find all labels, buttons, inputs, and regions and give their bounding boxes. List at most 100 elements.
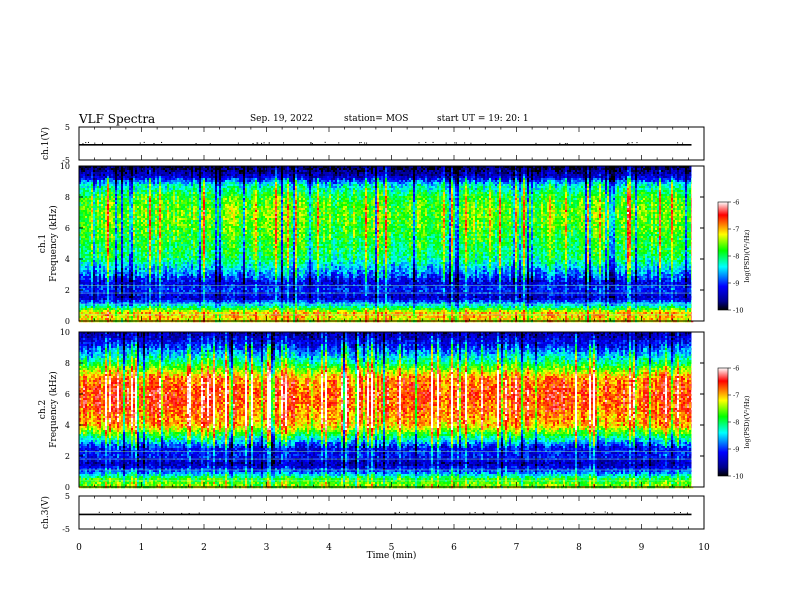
ch1-voltage-ylabel: ch.1(V): [40, 127, 51, 160]
ch2-spectrogram-colorbar-tick-label: -8: [733, 419, 739, 427]
ch3-voltage-trace-speck: [562, 513, 563, 514]
ch3-voltage-xtick-label: 2: [201, 543, 207, 553]
ch3-voltage-trace-speck: [276, 512, 277, 513]
ch1-voltage-trace-speck: [82, 143, 83, 144]
ch1-voltage-trace-speck: [311, 142, 312, 143]
ch1-voltage-ytick-label: 5: [65, 123, 70, 132]
ch1-voltage-trace-speck: [446, 143, 447, 144]
ch3-voltage-trace-speck: [535, 512, 536, 513]
ch1-spectrogram-ylabel-channel: ch.1: [38, 234, 48, 253]
ch1-voltage-trace-speck: [261, 143, 262, 144]
ch3-voltage-xtick-label: 10: [698, 543, 710, 553]
ch1-voltage-trace-speck: [628, 143, 629, 144]
ch1-voltage-trace-speck: [583, 143, 584, 144]
ch3-voltage-trace-speck: [326, 513, 327, 514]
ch1-voltage-trace-speck: [361, 142, 362, 143]
ch1-spectrogram-nodata: [692, 166, 705, 321]
ch2-spectrogram-nodata: [692, 332, 705, 487]
ch3-voltage-xtick-label: 8: [576, 543, 582, 553]
ch1-voltage-trace-speck: [85, 142, 86, 143]
vlf-spectra-figure: 5-5ch.1(V)0246810ch.1 Frequency (kHz)-6-7…: [0, 0, 792, 612]
ch1-spectrogram-ytick-label: 10: [60, 162, 70, 171]
ch1-voltage-trace-speck: [682, 143, 683, 144]
ch1-voltage-trace-speck: [312, 143, 313, 144]
ch3-voltage-trace-speck: [654, 512, 655, 513]
ch1-voltage-trace-speck: [140, 143, 141, 144]
ch3-voltage-trace-speck: [395, 513, 396, 514]
ch3-voltage-trace-speck: [444, 512, 445, 513]
ch3-voltage-xtick-label: 7: [514, 543, 520, 553]
ch1-spectrogram-ytick-label: 4: [65, 255, 70, 264]
x-axis-label: Time (min): [367, 550, 417, 561]
ch1-voltage-trace-speck: [94, 143, 95, 144]
ch1-voltage-trace-speck: [253, 143, 254, 144]
ch1-spectrogram-ytick-label: 0: [65, 317, 70, 326]
ch3-voltage-trace-speck: [399, 512, 400, 513]
ch3-voltage-trace-speck: [322, 513, 323, 514]
ch1-spectrogram-colorbar-label: log(PSD)(V²/Hz): [743, 229, 751, 282]
ch2-spectrogram-image: [79, 332, 693, 488]
ch1-spectrogram-colorbar-tick-label: -8: [733, 253, 739, 261]
ch1-voltage-trace-speck: [433, 142, 434, 143]
ch1-spectrogram-image: [79, 166, 693, 322]
ch2-spectrogram-colorbar-tick-label: -9: [733, 446, 739, 454]
ch3-voltage-xtick-label: 0: [76, 543, 82, 553]
ch1-voltage-trace-speck: [485, 143, 486, 144]
ch3-voltage-xtick-label: 3: [264, 543, 270, 553]
ch3-voltage-trace-speck: [199, 513, 200, 514]
ch1-voltage-trace-speck: [425, 142, 426, 143]
ch1-voltage-trace-speck: [636, 142, 637, 143]
ch1-spectrogram-ylabel-frequency: Frequency (kHz): [48, 205, 59, 282]
ch1-spectrogram-colorbar: [718, 202, 728, 310]
ch1-voltage-trace-speck: [102, 143, 103, 144]
ch3-voltage-ytick-label: -5: [62, 525, 70, 534]
ch3-voltage-trace-speck: [148, 512, 149, 513]
ch1-voltage-trace-speck: [144, 142, 145, 143]
ch1-spectrogram-colorbar-tick-label: -10: [733, 307, 743, 315]
ch3-voltage-trace-speck: [156, 512, 157, 513]
ch2-spectrogram-colorbar-tick-label: -6: [733, 365, 739, 373]
ch3-voltage-ytick-label: 5: [65, 492, 70, 501]
ch1-voltage-trace-speck: [161, 142, 162, 143]
ch1-voltage-trace-speck: [153, 143, 154, 144]
ch3-voltage-trace-speck: [299, 512, 300, 513]
ch3-voltage-trace-speck: [181, 513, 182, 514]
ch3-voltage-trace-speck: [545, 512, 546, 513]
ch1-voltage-trace-speck: [456, 142, 457, 143]
ch1-voltage-trace-speck: [366, 143, 367, 144]
ch3-voltage-trace-speck: [346, 512, 347, 513]
ch3-voltage-trace-speck: [551, 512, 552, 513]
ch1-voltage-trace-speck: [470, 143, 471, 144]
ch3-voltage-trace-speck: [264, 512, 265, 513]
ch1-voltage-trace-speck: [565, 143, 566, 144]
ch1-voltage-trace-speck: [256, 142, 257, 143]
ch2-spectrogram-ytick-label: 0: [65, 483, 70, 492]
ch3-voltage-trace-speck: [531, 513, 532, 514]
ch1-voltage-trace-speck: [418, 142, 419, 143]
ch3-voltage-trace-speck: [189, 513, 190, 514]
ch2-spectrogram-colorbar-label: log(PSD)(V²/Hz): [743, 395, 751, 448]
ch3-voltage-trace-speck: [674, 512, 675, 513]
ch1-voltage-trace-speck: [593, 142, 594, 143]
ch1-voltage-trace-speck: [567, 143, 568, 144]
ch1-voltage-trace-speck: [325, 142, 326, 143]
ch3-voltage-xtick-label: 1: [139, 543, 145, 553]
ch1-voltage-trace-speck: [627, 143, 628, 144]
ch1-voltage-trace-speck: [364, 143, 365, 144]
ch3-voltage-trace-speck: [120, 512, 121, 513]
ch1-voltage-trace-speck: [338, 142, 339, 143]
ch3-voltage-xtick-label: 9: [639, 543, 645, 553]
ch1-voltage-trace-speck: [283, 142, 284, 143]
ch3-voltage-ylabel: ch.3(V): [40, 496, 51, 529]
ch1-voltage-trace-speck: [196, 143, 197, 144]
ch3-voltage-trace-speck: [483, 512, 484, 513]
ch3-voltage-trace-speck: [112, 512, 113, 513]
ch1-voltage-trace-speck: [677, 142, 678, 143]
ch3-voltage-trace-speck: [687, 513, 688, 514]
ch1-voltage-trace-speck: [454, 142, 455, 143]
ch1-spectrogram-ytick-label: 6: [65, 224, 70, 233]
ch3-voltage-trace-speck: [99, 512, 100, 513]
ch3-voltage-trace-speck: [475, 512, 476, 513]
ch1-voltage-trace-speck: [238, 143, 239, 144]
ch3-voltage-trace-speck: [415, 512, 416, 513]
